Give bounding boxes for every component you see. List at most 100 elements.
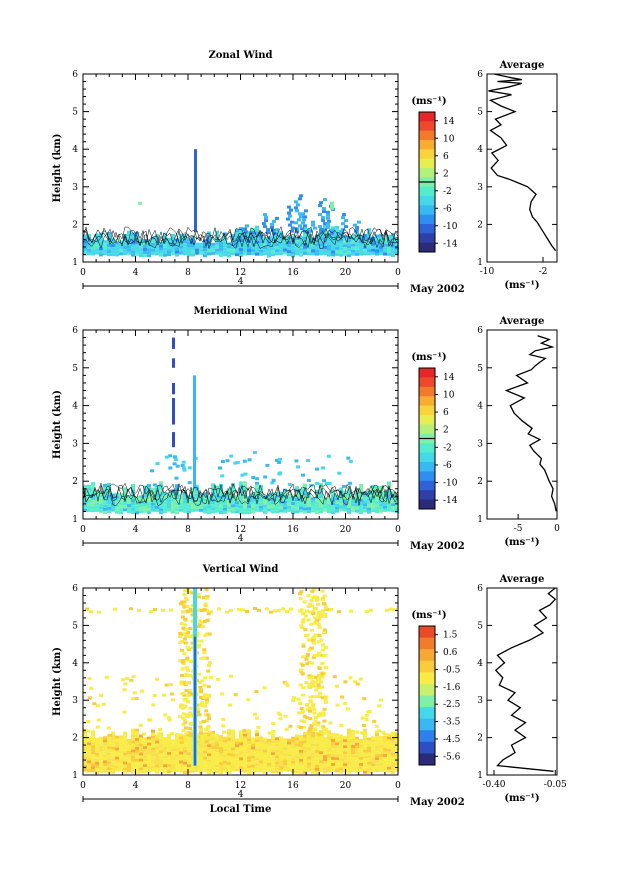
heatmap-cell [199,248,203,252]
heatmap-cell [283,500,287,504]
heatmap-cell [143,743,147,747]
heatmap-cell [95,746,99,750]
heatmap-cell [303,755,307,759]
heatmap-cell [231,234,235,238]
heatmap-cell [151,242,155,246]
heatmap-cell [171,251,175,255]
heatmap-cell [223,766,227,770]
heatmap-cell [243,243,247,247]
heatmap-cell [251,249,255,253]
heatmap-cell [263,252,267,256]
heatmap-cell [147,745,151,749]
avg-y-tick-label: 1 [477,515,483,525]
heatmap-cell [107,494,111,498]
heatmap-cell [143,770,147,774]
heatmap-cell [239,481,243,485]
heatmap-cell [279,754,283,758]
heatmap-cell [351,739,355,743]
heatmap-cell [91,509,95,513]
colorbar-swatch [419,695,435,708]
heatmap-cell [187,635,192,639]
heatmap-cell [127,248,131,252]
x-tick-label: 16 [287,268,299,278]
heatmap-cell [379,747,383,751]
heatmap-cell [295,743,299,747]
heatmap-cell [83,508,87,512]
heatmap-cell [139,254,143,258]
heatmap-cell [155,508,159,512]
heatmap-cell [103,745,107,749]
heatmap-cell [240,473,245,477]
heatmap-cell [327,501,331,505]
heatmap-cell [198,680,203,684]
heatmap-cell [199,743,203,747]
heatmap-cell [179,251,183,255]
heatmap-cell [259,754,263,758]
heatmap-cell [167,742,171,746]
heatmap-cell [103,769,107,773]
heatmap-cell [309,725,314,729]
heatmap-cell [347,492,351,496]
heatmap-cell [83,246,87,250]
heatmap-cell [203,676,208,680]
heatmap-cell [371,763,375,767]
heatmap-cell [291,748,295,752]
heatmap-cell [299,241,303,245]
heatmap-cell [298,683,303,687]
heatmap-cell [151,750,155,754]
heatmap-cell [327,736,331,740]
heatmap-cell [323,666,328,670]
heatmap-cell [311,695,316,699]
heatmap-cell [339,743,343,747]
heatmap-cell [351,730,355,734]
heatmap-cell [187,755,191,759]
heatmap-cell [379,765,383,769]
heatmap-cell [227,734,231,738]
heatmap-cell [289,607,293,611]
heatmap-cell [376,729,381,733]
heatmap-cell [204,709,209,713]
heatmap-cell [300,655,305,659]
heatmap-cell [309,700,314,704]
heatmap-cell [99,763,103,767]
heatmap-cell [311,655,316,659]
heatmap-cell [317,625,322,629]
heatmap-cell [315,602,320,606]
heatmap-cell [290,220,294,224]
heatmap-cell [310,681,315,685]
heatmap-cell [171,763,175,767]
heatmap-cell [219,492,223,496]
heatmap-cell [362,697,367,701]
heatmap-cell [197,643,202,647]
heatmap-cell [259,505,263,509]
heatmap-cell [279,252,283,256]
heatmap-cell [223,498,227,502]
heatmap-cell [131,770,135,774]
heatmap-cell [287,741,291,745]
heatmap-cell [181,723,186,727]
heatmap-cell [135,246,139,250]
heatmap-cell [148,718,153,722]
heatmap-cell [139,734,143,738]
heatmap-cell [211,251,215,255]
heatmap-cell [203,762,207,766]
heatmap-cell [303,498,307,502]
heatmap-cell [231,249,235,253]
heatmap-cell [199,502,203,506]
heatmap-cell [115,744,119,748]
heatmap-cell [132,691,137,695]
heatmap-cell [299,743,303,747]
heatmap-cell [263,240,267,244]
avg-x-tick-label: -2 [539,267,548,277]
heatmap-cell [167,253,171,257]
heatmap-cell [309,661,314,665]
heatmap-cell [123,682,128,686]
heatmap-cell [103,492,107,496]
heatmap-cell [87,739,91,743]
heatmap-cell [327,507,331,511]
heatmap-cell [187,510,191,514]
heatmap-cell [201,596,206,600]
heatmap-cell [307,762,311,766]
heatmap-cell [159,735,163,739]
heatmap-cell [231,498,235,502]
